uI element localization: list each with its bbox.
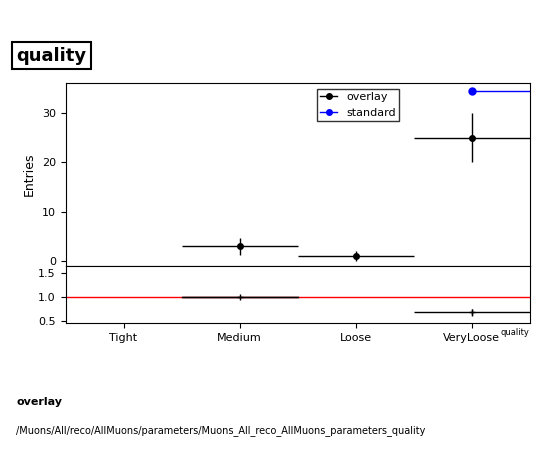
Text: overlay: overlay bbox=[16, 397, 62, 407]
Text: /Muons/All/reco/AllMuons/parameters/Muons_All_reco_AllMuons_parameters_quality: /Muons/All/reco/AllMuons/parameters/Muon… bbox=[16, 425, 426, 436]
Legend: overlay, standard: overlay, standard bbox=[317, 89, 399, 121]
Y-axis label: Entries: Entries bbox=[23, 153, 36, 196]
Text: quality: quality bbox=[501, 328, 530, 337]
Text: quality: quality bbox=[16, 47, 86, 65]
